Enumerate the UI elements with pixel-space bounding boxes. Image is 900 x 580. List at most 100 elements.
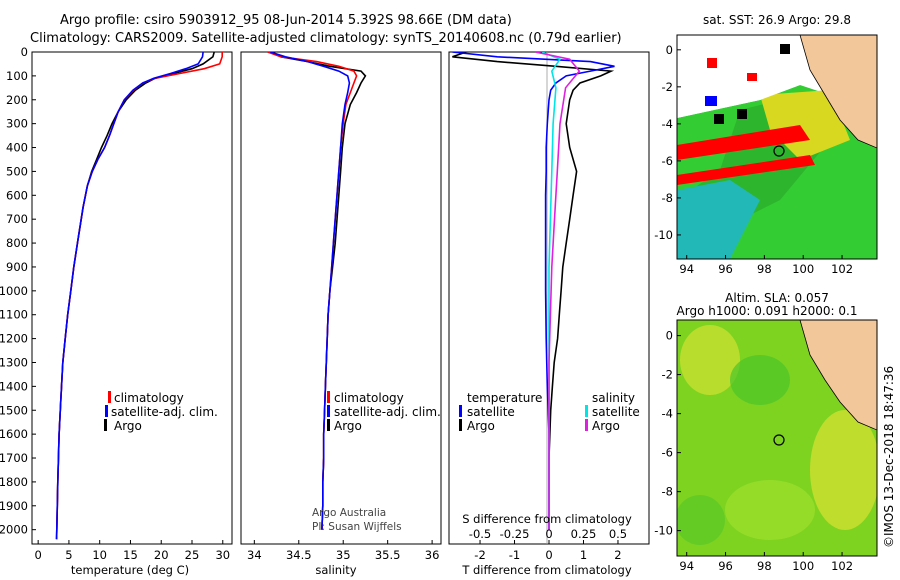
legend-temperature-title: temperature bbox=[467, 391, 542, 405]
salinity-x-axis: 34 34.5 35 35.5 36 bbox=[247, 540, 439, 562]
sla-map bbox=[677, 320, 877, 556]
chart-title-line2: Climatology: CARS2009. Satellite-adjuste… bbox=[30, 31, 622, 46]
x-tick-label: 36 bbox=[425, 548, 440, 562]
map-y-tick-label: -2 bbox=[662, 368, 673, 382]
depth-tick-label: 200 bbox=[6, 93, 28, 107]
depth-tick-label: 900 bbox=[6, 260, 28, 274]
argo-australia-note: Argo Australia bbox=[312, 507, 386, 519]
sst-red-band-2 bbox=[677, 155, 815, 185]
x-tick-label: 1 bbox=[580, 548, 587, 562]
legend-argo-swatch bbox=[327, 419, 330, 431]
depth-tick-label: 2000 bbox=[0, 523, 28, 537]
legend-t-argo-label: Argo bbox=[467, 419, 495, 433]
legend-salinity-title: salinity bbox=[592, 391, 635, 405]
legend-climatology-swatch bbox=[327, 391, 330, 403]
depth-tick-label: 1900 bbox=[0, 499, 28, 513]
legend-argo-label: Argo bbox=[334, 419, 362, 433]
map-x-tick-label: 102 bbox=[831, 559, 853, 573]
x-tick-label: 30 bbox=[215, 548, 230, 562]
sla-dark-blob bbox=[677, 495, 725, 545]
x-tick-label: -2 bbox=[474, 548, 485, 562]
depth-tick-label: 800 bbox=[6, 236, 28, 250]
argo-position-marker bbox=[773, 434, 785, 446]
depth-tick-label: 1000 bbox=[0, 284, 28, 298]
series-line-climatology bbox=[55, 52, 223, 540]
x-tick-label: 25 bbox=[185, 548, 200, 562]
map-x-tick-label: 102 bbox=[831, 262, 853, 276]
legend-s-argo-swatch bbox=[585, 419, 588, 431]
depth-tick-label: 0 bbox=[21, 45, 28, 59]
legend-s-satellite-label: satellite bbox=[592, 405, 640, 419]
sla-light-blob bbox=[725, 480, 815, 540]
sla-dark-blob bbox=[730, 355, 790, 405]
depth-tick-label: 300 bbox=[6, 117, 28, 131]
salinity-panel-frame bbox=[240, 51, 442, 545]
difference-legend-salinity: salinity satellite Argo bbox=[585, 391, 640, 433]
secondary-x-tick-label: 0 bbox=[545, 527, 552, 541]
t-difference-axis-label: T difference from climatology bbox=[461, 563, 632, 577]
series-line-t-satellite bbox=[452, 52, 615, 530]
map-x-tick-label: 94 bbox=[679, 559, 694, 573]
sla-map-title-line2: Argo h1000: 0.091 h2000: 0.1 bbox=[677, 304, 858, 318]
map-y-tick-label: -8 bbox=[662, 485, 673, 499]
map-x-tick-label: 100 bbox=[792, 262, 814, 276]
legend-t-satellite-swatch bbox=[459, 405, 462, 417]
series-line-satellite-adj-clim- bbox=[55, 52, 204, 540]
map-y-tick-label: -4 bbox=[662, 117, 673, 131]
map-x-tick-label: 98 bbox=[757, 559, 772, 573]
x-tick-label: 10 bbox=[92, 548, 107, 562]
temperature-axis-label: temperature (deg C) bbox=[71, 563, 189, 577]
sst-red-cell bbox=[707, 58, 717, 68]
sumatra-land bbox=[799, 35, 877, 149]
chart-title-line1: Argo profile: csiro 5903912_95 08-Jun-20… bbox=[60, 13, 512, 28]
legend-s-satellite-swatch bbox=[585, 405, 588, 417]
sst-black-cell bbox=[780, 44, 790, 54]
sst-red-band-1 bbox=[677, 125, 810, 160]
depth-tick-label: 1100 bbox=[0, 308, 28, 322]
sla-map-title-line1: Altim. SLA: 0.057 bbox=[725, 291, 829, 305]
temperature-series bbox=[55, 52, 223, 540]
legend-satellite-label: satellite-adj. clim. bbox=[334, 405, 441, 419]
secondary-x-tick-label: -0.25 bbox=[500, 527, 530, 541]
depth-tick-label: 500 bbox=[6, 164, 28, 178]
map-x-tick-label: 100 bbox=[792, 559, 814, 573]
map-y-tick-label: 0 bbox=[666, 43, 673, 57]
sumatra-land bbox=[799, 320, 877, 431]
sst-black-cell bbox=[714, 114, 724, 124]
difference-legend-temperature: temperature satellite Argo bbox=[459, 391, 542, 433]
salinity-legend: climatology satellite-adj. clim. Argo bbox=[327, 391, 441, 433]
map-y-tick-label: -6 bbox=[662, 154, 673, 168]
series-line-argo bbox=[271, 52, 367, 530]
sst-map-title: sat. SST: 26.9 Argo: 29.8 bbox=[703, 13, 851, 27]
sla-map-axes: 94 96 98 100 102 0 -2 -4 -6 -8 -10 bbox=[654, 329, 853, 573]
map-y-tick-label: 0 bbox=[666, 329, 673, 343]
secondary-x-tick-label: 0.25 bbox=[571, 527, 597, 541]
salinity-series bbox=[267, 52, 367, 530]
sst-red-cell bbox=[747, 73, 757, 81]
map-y-tick-label: -6 bbox=[662, 446, 673, 460]
map-x-tick-label: 98 bbox=[757, 262, 772, 276]
argo-position-marker bbox=[773, 145, 785, 157]
x-tick-label: 15 bbox=[123, 548, 138, 562]
depth-tick-label: 1300 bbox=[0, 355, 28, 369]
salinity-difference-x-axis: -0.5 -0.25 0 0.25 0.5 bbox=[469, 527, 627, 541]
x-tick-label: 35 bbox=[336, 548, 351, 562]
legend-t-argo-swatch bbox=[459, 419, 462, 431]
legend-s-argo-label: Argo bbox=[592, 419, 620, 433]
map-x-tick-label: 96 bbox=[718, 559, 733, 573]
x-tick-label: 0 bbox=[34, 548, 41, 562]
sst-map-axes: 94 96 98 100 102 0 -2 -4 -6 -8 -10 bbox=[654, 43, 853, 276]
depth-tick-label: 400 bbox=[6, 141, 28, 155]
imos-timestamp: ©IMOS 13-Dec-2018 18:47:36 bbox=[882, 366, 896, 548]
x-tick-label: 20 bbox=[154, 548, 169, 562]
series-line-t-argo bbox=[452, 52, 615, 530]
sst-map bbox=[677, 35, 877, 259]
sla-map-frame bbox=[676, 319, 878, 557]
secondary-x-tick-label: 0.5 bbox=[609, 527, 627, 541]
legend-argo-swatch bbox=[104, 419, 107, 431]
legend-climatology-label: climatology bbox=[114, 391, 184, 405]
map-y-tick-label: -10 bbox=[654, 524, 673, 538]
depth-tick-label: 600 bbox=[6, 188, 28, 202]
legend-climatology-swatch bbox=[108, 391, 111, 403]
x-tick-label: 0 bbox=[545, 548, 552, 562]
